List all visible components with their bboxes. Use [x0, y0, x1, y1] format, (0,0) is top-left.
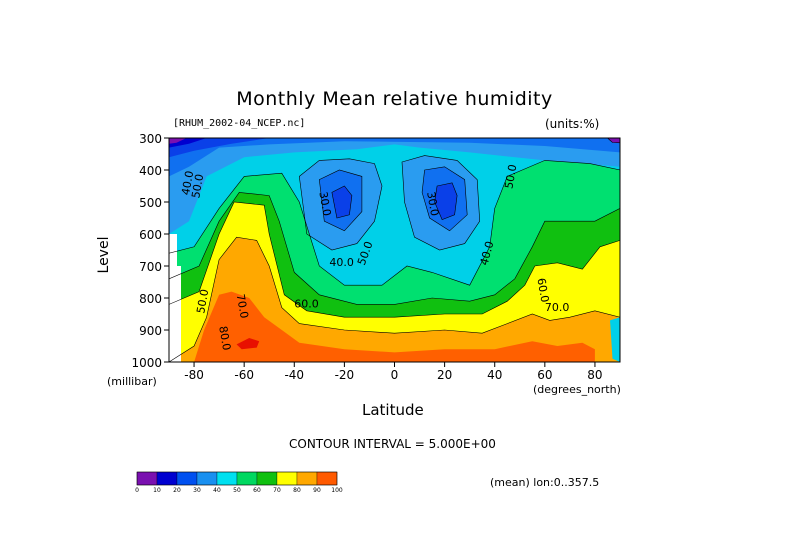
x-tick-label-4: 0 — [391, 368, 399, 382]
y-tick-label-3: 600 — [139, 228, 162, 242]
contour-labels: 40.050.030.0 30.040.0 50.0 40.050.060.070.0… — [179, 163, 569, 351]
contour-band-18 — [610, 317, 620, 362]
contour-line-3 — [318, 169, 363, 232]
contour-line-6 — [434, 182, 458, 220]
contour-interval-note: CONTOUR INTERVAL = 5.000E+00 — [289, 437, 496, 451]
colorbar-swatch-1 — [156, 471, 178, 486]
colorbar-swatch-9 — [316, 471, 338, 486]
contour-label-7: 50.0 — [502, 163, 519, 189]
colorbar-swatch-7 — [276, 471, 298, 486]
y-tick-label-5: 800 — [139, 292, 162, 306]
contour-label-0: 40.0 — [179, 170, 196, 196]
colorbar-level-6: 60 — [253, 487, 261, 494]
contour-label-1: 50.0 — [189, 173, 206, 199]
contour-line-1 — [298, 158, 383, 251]
y-tick-label-4: 700 — [139, 260, 162, 274]
missing-data-patch-2 — [169, 266, 181, 362]
colorbar-swatch-3 — [196, 471, 218, 486]
contour-label-3: 30.0 — [424, 191, 441, 217]
chart-title: Monthly Mean relative humidity — [236, 88, 553, 110]
contour-band-2 — [169, 138, 270, 158]
contour-line-5 — [331, 185, 353, 219]
x-tick-label-8: 80 — [587, 368, 602, 382]
contour-label-8: 60.0 — [294, 298, 319, 311]
colorbar-level-2: 20 — [173, 487, 181, 494]
colorbar-swatch-0 — [136, 471, 158, 486]
colorbar-swatch-6 — [256, 471, 278, 486]
contour-band-11 — [434, 182, 458, 220]
x-tick-label-2: -40 — [284, 368, 304, 382]
x-tick-label-0: -80 — [184, 368, 204, 382]
colorbar-level-9: 90 — [313, 487, 321, 494]
contour-line-9 — [168, 201, 621, 363]
y-tick-label-6: 900 — [139, 324, 162, 338]
x-tick-label-7: 60 — [537, 368, 552, 382]
contour-line-10 — [167, 236, 621, 363]
colorbar-swatch-2 — [176, 471, 198, 486]
contour-label-12: 50.0 — [194, 288, 211, 314]
contour-lines — [167, 137, 621, 363]
units-label: (units:%) — [545, 117, 600, 131]
contour-band-4 — [169, 138, 187, 144]
source-file-label: [RHUM_2002-04_NCEP.nc] — [173, 118, 306, 129]
contour-band-16 — [194, 291, 595, 362]
contour-band-17 — [236, 338, 260, 350]
contour-line-7 — [168, 160, 621, 363]
colorbar-swatch-8 — [296, 471, 318, 486]
x-tick-label-1: -60 — [234, 368, 254, 382]
contour-label-6: 40.0 — [478, 240, 497, 267]
y-axis-unit: (millibar) — [107, 375, 157, 388]
x-tick-label-6: 40 — [487, 368, 502, 382]
colorbar-level-7: 70 — [273, 487, 281, 494]
missing-data-patch — [169, 234, 177, 266]
contour-label-9: 70.0 — [234, 293, 251, 319]
colorbar-level-8: 80 — [293, 487, 301, 494]
colorbar-level-1: 10 — [153, 487, 161, 494]
contour-label-10: 60.0 — [534, 277, 551, 303]
contour-band-10 — [331, 186, 352, 218]
y-axis-label: Level — [96, 236, 112, 274]
contour-label-4: 40.0 — [329, 256, 354, 269]
colorbar-level-10: 100 — [331, 487, 343, 494]
y-tick-label-1: 400 — [139, 164, 162, 178]
colorbar-level-5: 50 — [233, 487, 241, 494]
x-axis-unit: (degrees_north) — [533, 383, 621, 396]
colorbar-level-0: 0 — [135, 487, 139, 494]
contour-line-2 — [401, 155, 481, 251]
contour-label-11: 70.0 — [545, 301, 570, 314]
contour-label-2: 30.0 — [316, 191, 333, 217]
colorbar-frame — [136, 471, 338, 486]
y-tick-label-2: 500 — [139, 196, 162, 210]
contour-label-13: 80.0 — [216, 325, 233, 351]
x-tick-label-3: -20 — [335, 368, 355, 382]
x-tick-label-5: 20 — [437, 368, 452, 382]
y-tick-label-7: 1000 — [131, 356, 162, 370]
colorbar-swatch-5 — [236, 471, 258, 486]
contour-bands — [169, 138, 620, 362]
contour-line-8 — [168, 192, 621, 363]
colorbar-level-3: 30 — [193, 487, 201, 494]
contour-line-4 — [421, 166, 468, 232]
x-axis-label: Latitude — [362, 401, 424, 419]
y-tick-label-0: 300 — [139, 132, 162, 146]
plot-axes: 300 400 500 600 700 800 900 1000 -80 -60 -40 -20 0 20… — [131, 132, 621, 382]
colorbar: 0 10 20 30 40 50 60 70 80 90 100 — [135, 471, 343, 494]
mean-longitude-note: (mean) lon:0..357.5 — [490, 476, 600, 489]
contour-band-5 — [607, 138, 620, 143]
colorbar-level-4: 40 — [213, 487, 221, 494]
colorbar-swatch-4 — [216, 471, 238, 486]
